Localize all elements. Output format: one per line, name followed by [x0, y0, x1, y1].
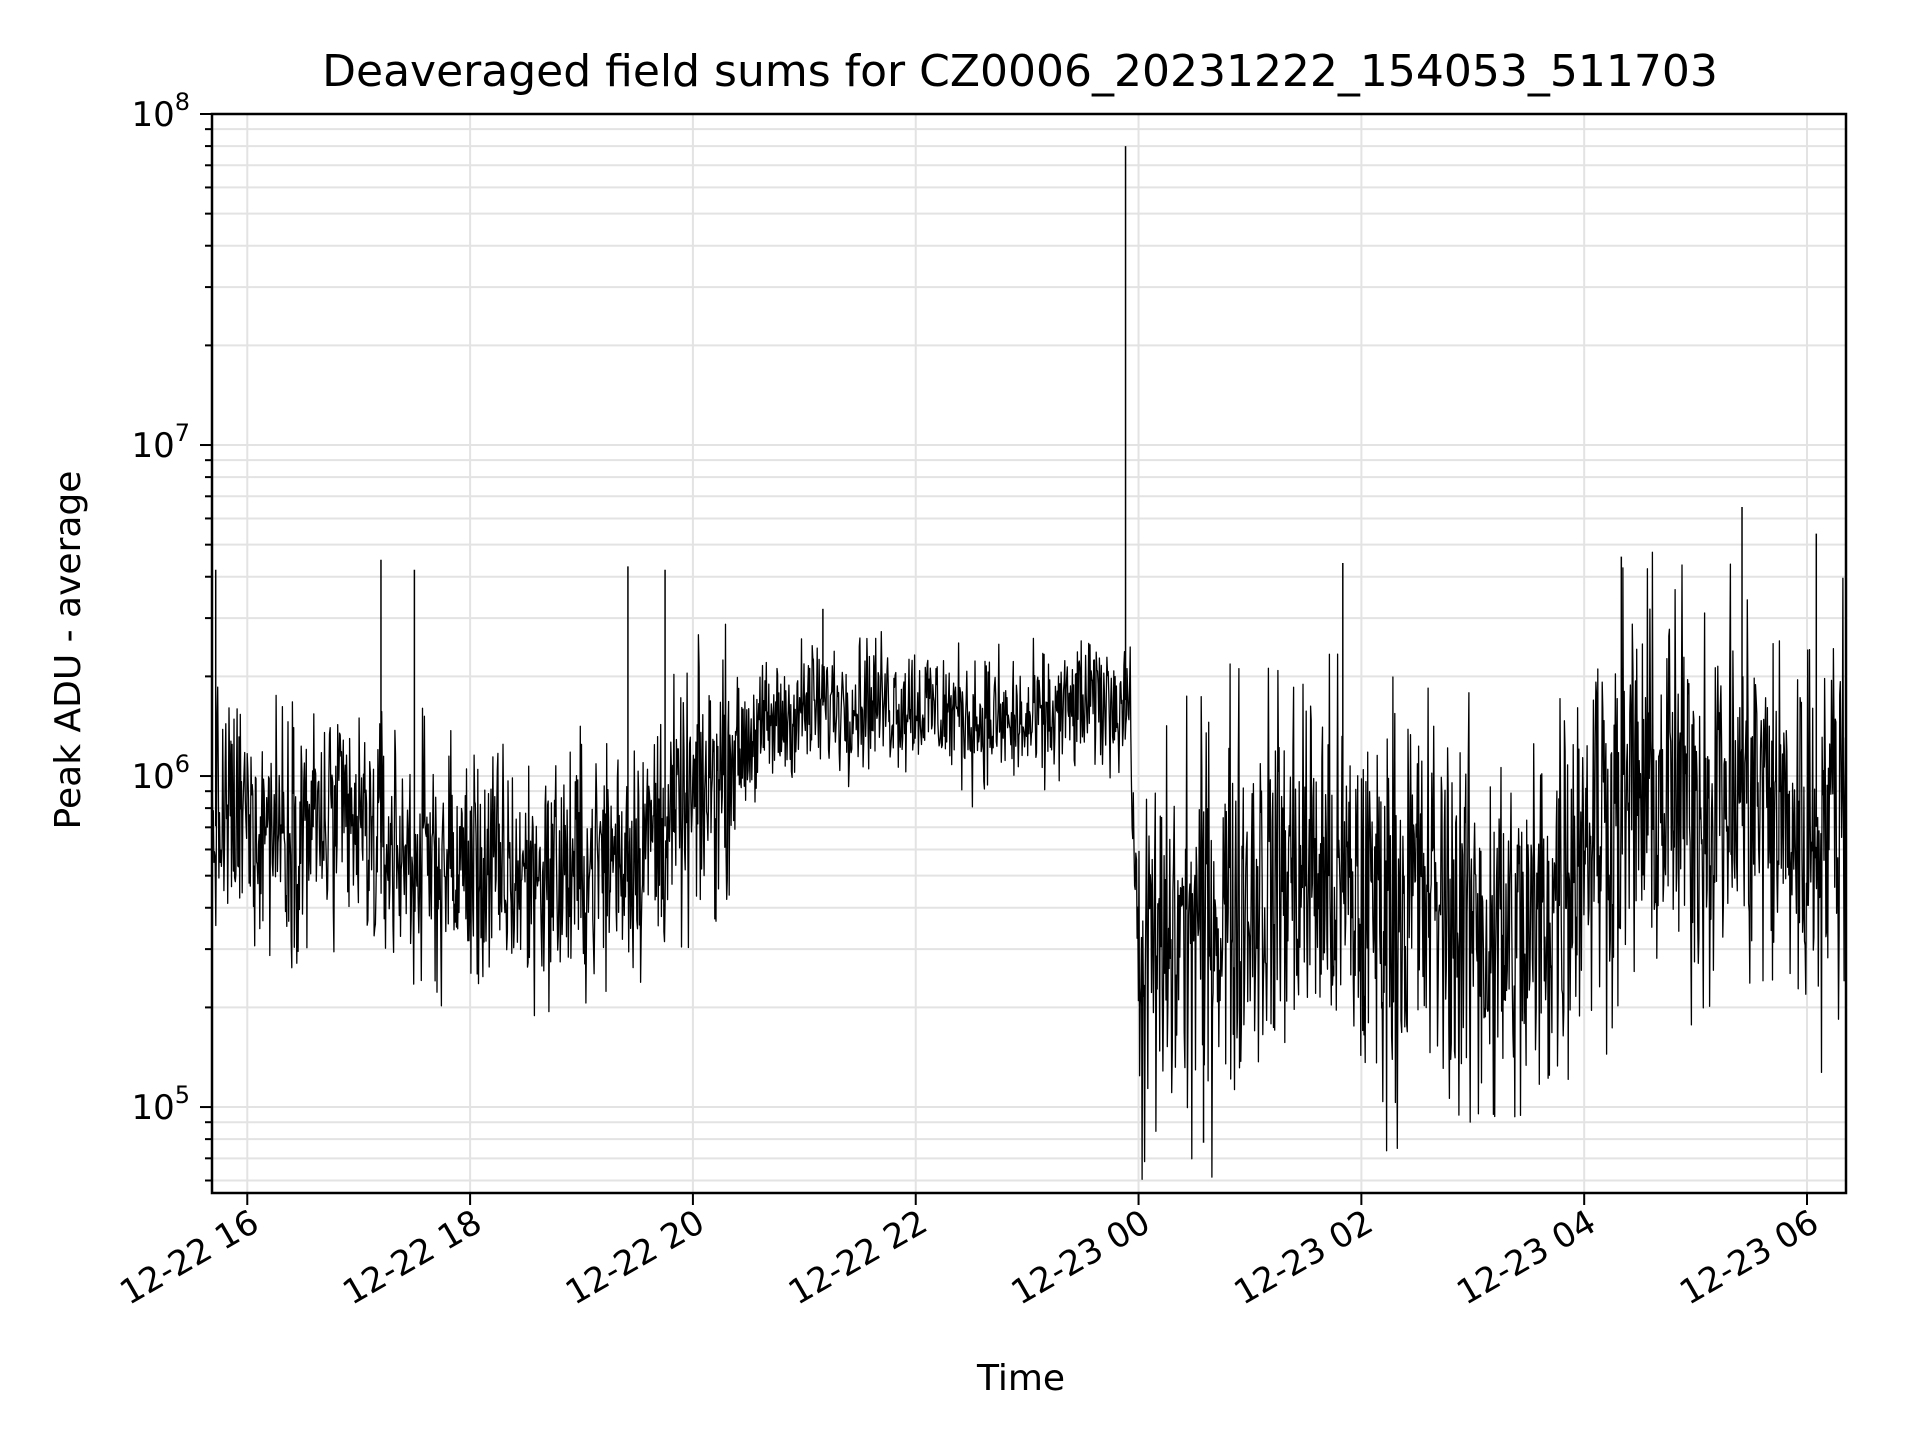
y-tick-label: 107 [131, 419, 190, 466]
y-tick-label: 108 [131, 88, 190, 135]
series-path [211, 551, 1847, 1180]
x-axis-title: Time [976, 1358, 1065, 1399]
y-axis-title: Peak ADU - average [48, 471, 89, 830]
y-tick-label: 105 [131, 1081, 190, 1128]
plot-frame [210, 112, 1848, 1195]
series-line [211, 146, 1847, 1180]
chart-title: Deaveraged field sums for CZ0006_2023122… [322, 46, 1718, 97]
y-tick-label: 106 [131, 750, 190, 797]
